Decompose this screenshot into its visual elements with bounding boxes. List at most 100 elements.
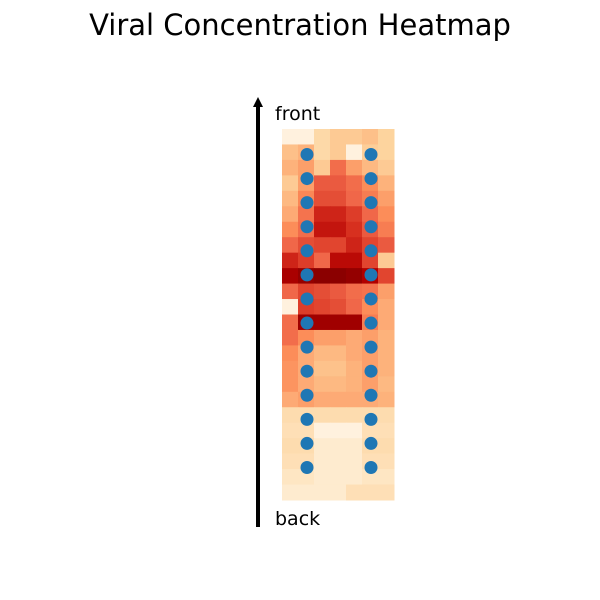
- heatmap-cell: [346, 453, 363, 470]
- marker-dot: [364, 196, 378, 210]
- heatmap-cell: [282, 407, 299, 424]
- heatmap-cell: [314, 252, 331, 269]
- heatmap-cell: [282, 221, 299, 238]
- heatmap-cell: [346, 391, 363, 408]
- marker-dot: [364, 292, 378, 306]
- heatmap-cell: [314, 206, 331, 223]
- heatmap-cell: [362, 376, 379, 393]
- heatmap-cell: [298, 376, 315, 393]
- marker-dot: [300, 172, 314, 186]
- heatmap-cell: [330, 190, 347, 207]
- heatmap-cell: [330, 438, 347, 455]
- heatmap-cell: [282, 144, 299, 161]
- heatmap-cell: [378, 129, 395, 145]
- heatmap-cell: [346, 438, 363, 455]
- heatmap-cell: [346, 345, 363, 362]
- heatmap-cell: [282, 190, 299, 207]
- heatmap-cell: [378, 175, 395, 192]
- heatmap-cell: [378, 283, 395, 300]
- marker-dot: [300, 292, 314, 306]
- heatmap-cell: [298, 252, 315, 269]
- heatmap-cell: [314, 329, 331, 346]
- heatmap-cell: [330, 299, 347, 315]
- front-label: front: [275, 103, 320, 125]
- marker-dot: [364, 461, 378, 474]
- heatmap-cell: [346, 144, 363, 161]
- heatmap-cell: [378, 407, 395, 424]
- heatmap-cell: [282, 453, 299, 470]
- heatmap-cell: [282, 252, 299, 269]
- heatmap-cell: [346, 206, 363, 223]
- heatmap-cell: [330, 283, 347, 300]
- heatmap-cell: [330, 376, 347, 393]
- heatmap-cell: [282, 314, 299, 331]
- heatmap-cell: [298, 484, 315, 501]
- heatmap-cell: [378, 376, 395, 393]
- marker-dot: [300, 461, 314, 474]
- marker-dot: [364, 364, 378, 378]
- heatmap-cell: [298, 159, 315, 176]
- heatmap-cell: [346, 283, 363, 300]
- heatmap-cell: [346, 422, 363, 439]
- heatmap-cell: [314, 484, 331, 501]
- marker-dot: [364, 412, 378, 426]
- heatmap-cell: [346, 376, 363, 393]
- heatmap-cell: [282, 283, 299, 300]
- chart-title: Viral Concentration Heatmap: [89, 8, 511, 42]
- heatmap-cell: [346, 252, 363, 269]
- heatmap-cell: [314, 422, 331, 439]
- heatmap-cell: [298, 422, 315, 439]
- heatmap-cell: [314, 144, 331, 161]
- heatmap-cell: [330, 329, 347, 346]
- heatmap-cell: [362, 469, 379, 486]
- heatmap-cell: [346, 314, 363, 331]
- heatmap-cell: [378, 345, 395, 362]
- heatmap-cell: [298, 469, 315, 486]
- heatmap-cell: [330, 391, 347, 408]
- heatmap-cell: [330, 314, 347, 331]
- marker-dot: [300, 148, 314, 161]
- heatmap-cell: [378, 190, 395, 207]
- heatmap-cell: [378, 299, 395, 315]
- heatmap-cell: [282, 237, 299, 254]
- heatmap-cell: [378, 314, 395, 331]
- heatmap-cell: [314, 175, 331, 192]
- heatmap-cell: [330, 453, 347, 470]
- heatmap-cell: [330, 175, 347, 192]
- heatmap-cell: [282, 206, 299, 223]
- heatmap-cell: [330, 360, 347, 377]
- heatmap-cell: [282, 422, 299, 439]
- heatmap-cell: [346, 360, 363, 377]
- marker-dot: [364, 268, 378, 282]
- heatmap-cell: [346, 159, 363, 176]
- heatmap-cell: [282, 345, 299, 362]
- heatmap-cell: [362, 252, 379, 269]
- heatmap-cell: [346, 175, 363, 192]
- heatmap-cell: [314, 283, 331, 300]
- marker-dot: [364, 220, 378, 234]
- heatmap-cell: [330, 407, 347, 424]
- marker-dot: [300, 436, 314, 450]
- heatmap-cell: [314, 129, 331, 145]
- heatmap-cell: [378, 484, 395, 501]
- marker-dot: [300, 196, 314, 210]
- heatmap-cell: [330, 484, 347, 501]
- marker-dot: [364, 316, 378, 330]
- back-label: back: [275, 508, 320, 530]
- heatmap-cell: [282, 391, 299, 408]
- heatmap-cell: [330, 422, 347, 439]
- heatmap-cell: [282, 159, 299, 176]
- heatmap-cell: [346, 407, 363, 424]
- heatmap-cell: [378, 469, 395, 486]
- heatmap-cell: [314, 469, 331, 486]
- heatmap-cell: [346, 329, 363, 346]
- heatmap-cell: [346, 190, 363, 207]
- marker-dot: [300, 388, 314, 402]
- arrow-up-icon: [253, 97, 263, 107]
- heatmap-cell: [314, 453, 331, 470]
- heatmap-cell: [314, 221, 331, 238]
- heatmap-cell: [378, 206, 395, 223]
- heatmap-cell: [378, 159, 395, 176]
- heatmap-cell: [314, 376, 331, 393]
